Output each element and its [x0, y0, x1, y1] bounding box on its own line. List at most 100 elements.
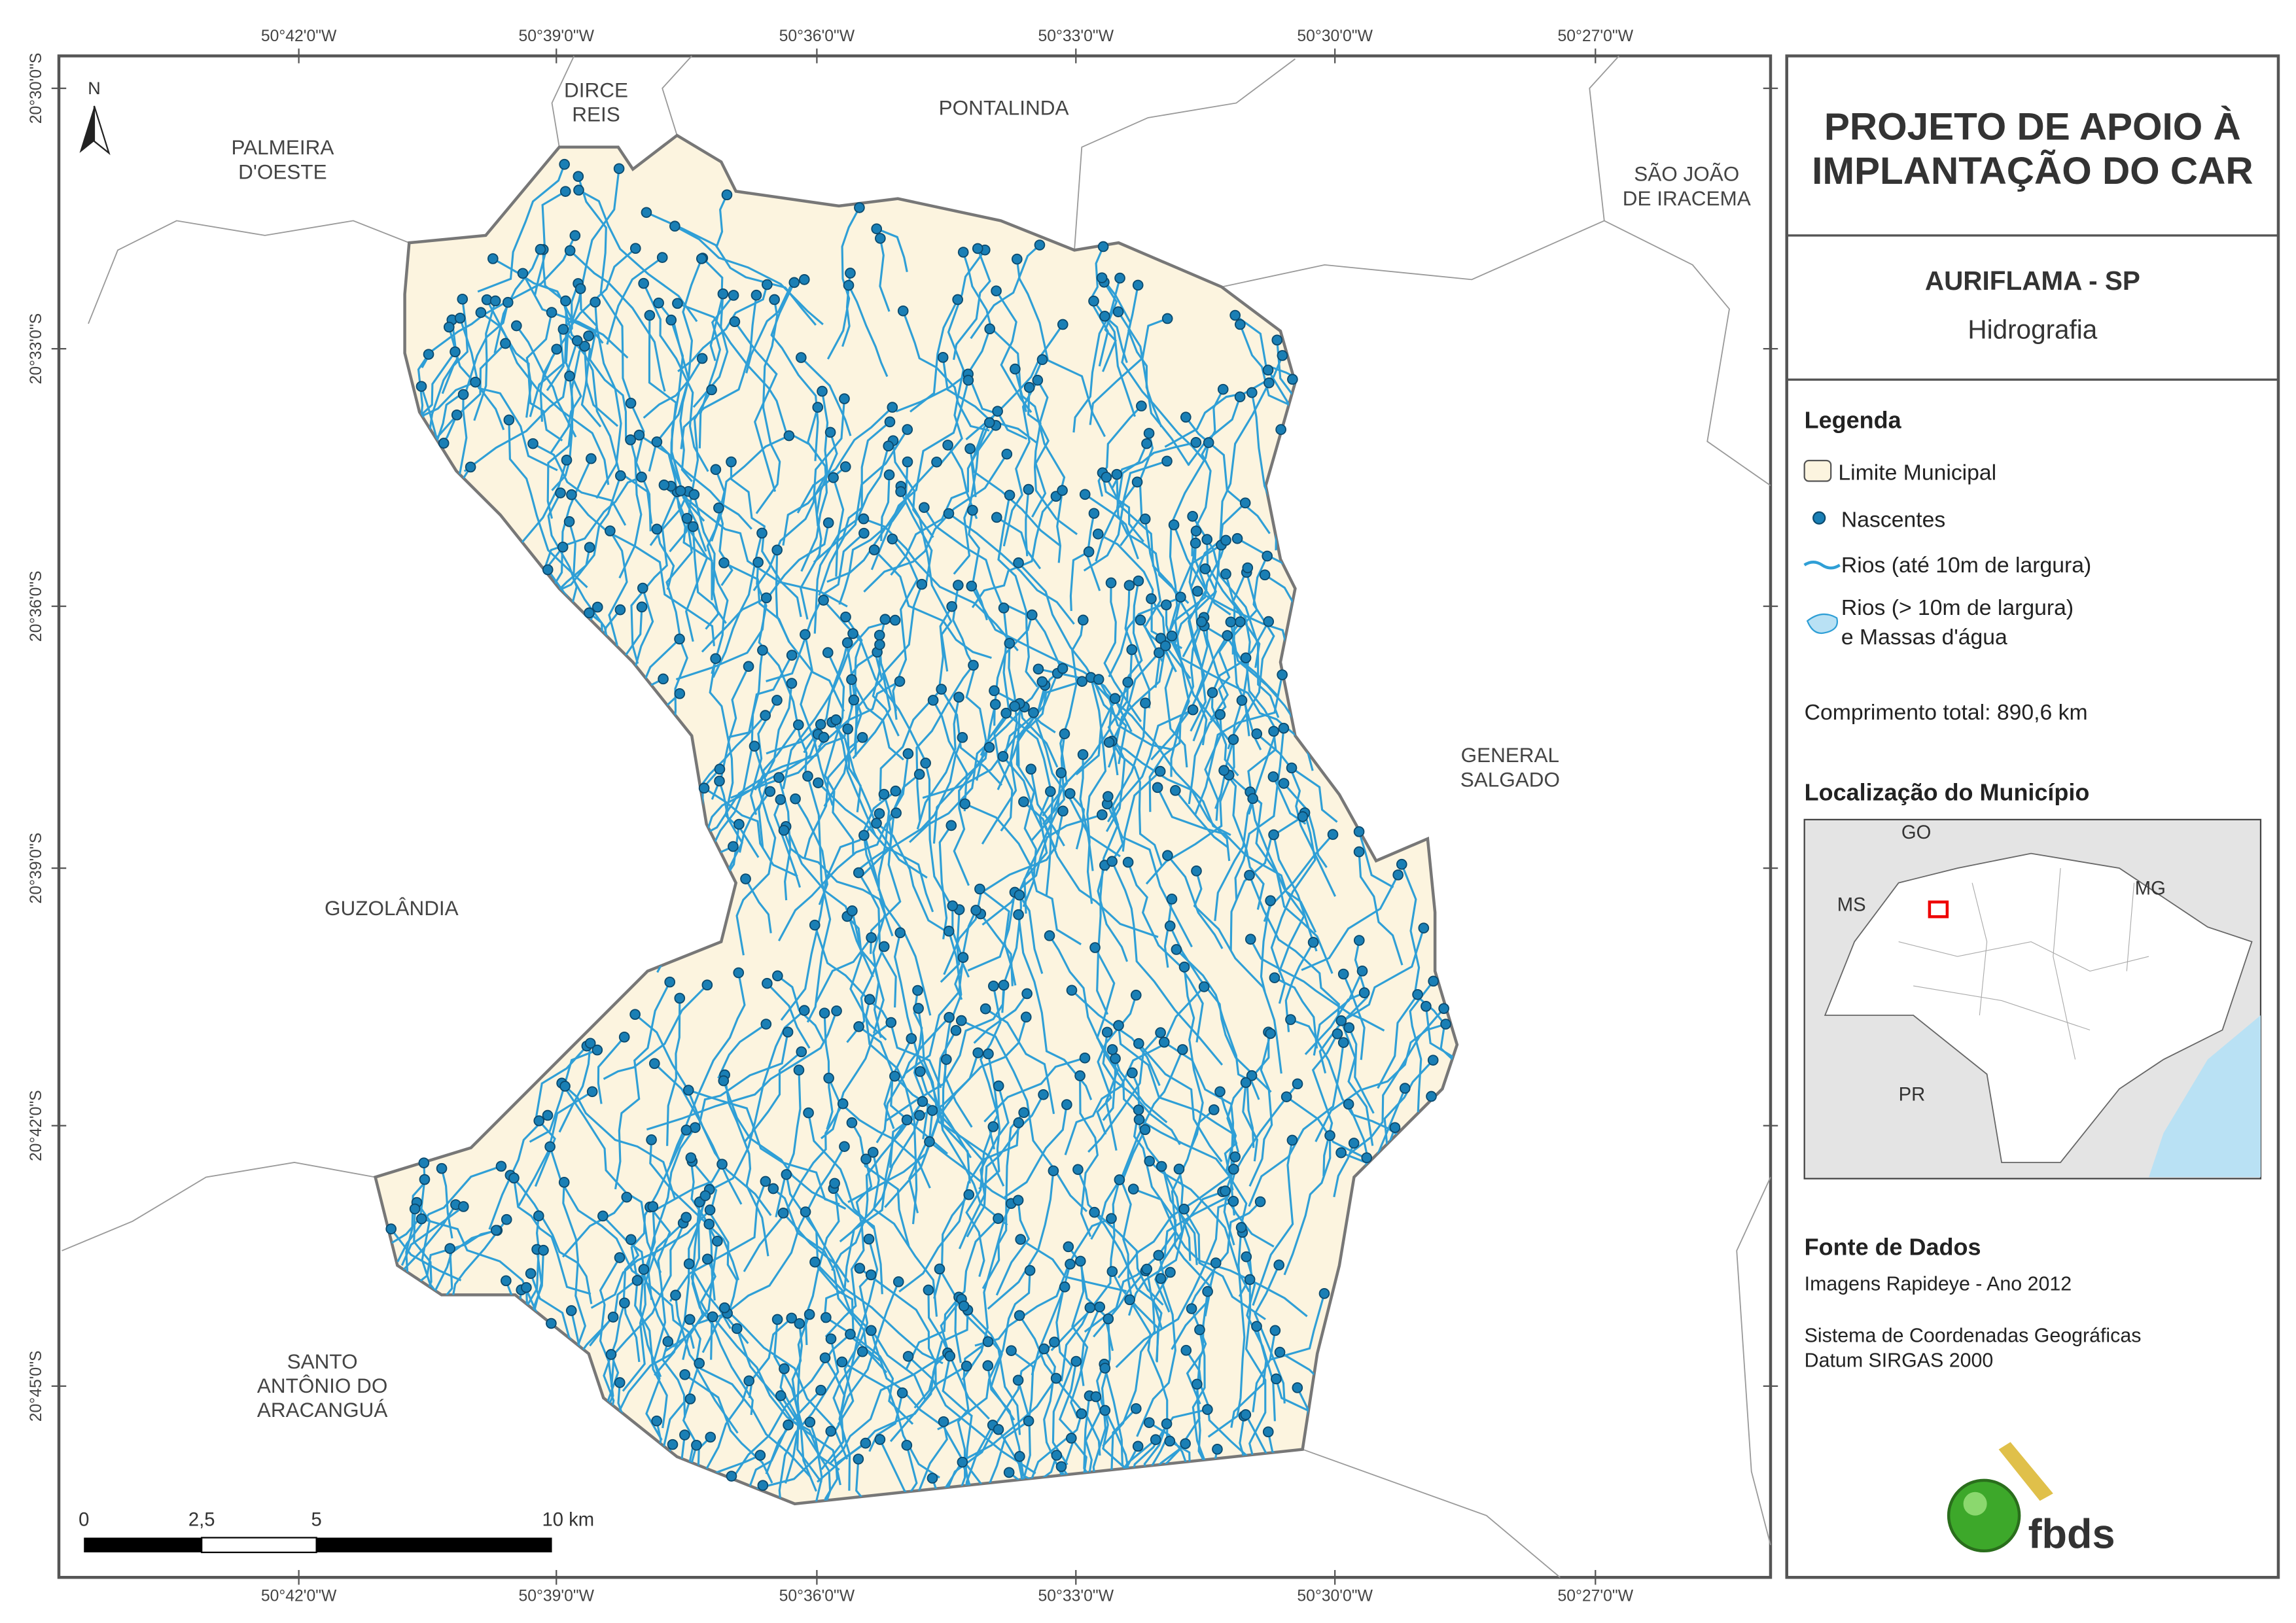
river — [473, 300, 497, 421]
spring — [1099, 311, 1110, 322]
springs — [385, 158, 1451, 1492]
place-name: SÃO JOÃO — [1634, 162, 1739, 186]
spring — [489, 295, 501, 307]
river — [1311, 1033, 1339, 1177]
river — [1117, 1025, 1240, 1153]
spring — [792, 719, 804, 731]
river — [1183, 1208, 1266, 1321]
river — [813, 391, 829, 527]
river — [944, 930, 973, 1128]
river — [477, 164, 566, 293]
river — [745, 878, 772, 934]
spring — [993, 1213, 1004, 1224]
river — [1051, 1263, 1073, 1465]
river — [851, 1122, 910, 1247]
place-name: DIRCE — [564, 78, 628, 101]
spring — [997, 751, 1009, 762]
spring — [743, 1375, 755, 1387]
river — [1167, 854, 1224, 949]
spring — [924, 1136, 935, 1147]
spring — [487, 253, 499, 264]
spring — [1036, 676, 1048, 688]
river — [755, 299, 781, 514]
river — [656, 1163, 723, 1211]
river — [696, 1009, 805, 1200]
spring — [863, 1233, 875, 1245]
spring — [1155, 1027, 1166, 1038]
spring — [573, 171, 584, 183]
spring — [919, 502, 930, 514]
spring — [1348, 1138, 1360, 1149]
river — [400, 1206, 465, 1266]
spring — [991, 512, 1002, 523]
river — [997, 1429, 1038, 1504]
river — [895, 328, 991, 413]
neighbor-boundaries — [62, 55, 1771, 1578]
spring — [1203, 437, 1214, 448]
legend-label: Rios (> 10m de largura) — [1841, 595, 2074, 620]
spring — [1269, 972, 1280, 983]
spring — [987, 980, 999, 992]
spring — [584, 542, 595, 553]
spring — [713, 502, 724, 514]
spring — [679, 1369, 690, 1380]
river — [902, 310, 990, 432]
river — [913, 990, 929, 1140]
river — [756, 562, 808, 780]
river — [1138, 1043, 1223, 1162]
spring — [998, 979, 1010, 991]
spring — [798, 274, 810, 285]
spring — [701, 1253, 713, 1265]
spring — [775, 1390, 786, 1401]
river — [831, 721, 928, 879]
river — [1214, 700, 1243, 809]
spring — [1065, 1259, 1076, 1270]
spring — [1111, 468, 1123, 480]
spring — [866, 1325, 877, 1336]
river — [919, 1071, 1008, 1226]
spring — [798, 1005, 810, 1016]
spring — [809, 919, 821, 931]
river — [1234, 728, 1285, 900]
spring — [1192, 1378, 1203, 1390]
spring — [1245, 934, 1256, 945]
river — [1171, 1263, 1217, 1350]
river — [735, 1328, 840, 1471]
spring — [1112, 306, 1124, 317]
spring — [837, 1098, 849, 1109]
spring — [1286, 762, 1298, 774]
spring — [883, 440, 894, 452]
spring — [1101, 1026, 1113, 1038]
spring — [1139, 1124, 1151, 1136]
spring — [1173, 1163, 1185, 1175]
river — [1173, 502, 1246, 646]
spring — [555, 487, 566, 498]
spring — [782, 1026, 794, 1038]
river — [703, 787, 798, 877]
spring — [812, 402, 824, 413]
river — [875, 822, 947, 933]
spring — [584, 1038, 596, 1049]
river — [852, 584, 923, 759]
spring — [1057, 319, 1069, 330]
spring — [521, 1282, 532, 1293]
spring — [1175, 591, 1186, 603]
spring — [959, 798, 971, 810]
spring — [871, 818, 882, 829]
spring — [1158, 1036, 1170, 1048]
spring — [1032, 374, 1044, 386]
spring — [1262, 364, 1274, 376]
spring — [1318, 1288, 1330, 1299]
spring — [829, 1178, 840, 1189]
river — [701, 597, 767, 653]
spring — [1132, 1440, 1144, 1452]
river — [1168, 442, 1210, 633]
spring — [1161, 455, 1173, 467]
spring — [743, 661, 754, 672]
spring — [501, 1213, 512, 1225]
spring — [768, 1183, 779, 1195]
spring — [760, 1176, 771, 1187]
spring — [1143, 1417, 1155, 1428]
spring — [508, 1172, 520, 1184]
spring — [825, 1425, 837, 1437]
